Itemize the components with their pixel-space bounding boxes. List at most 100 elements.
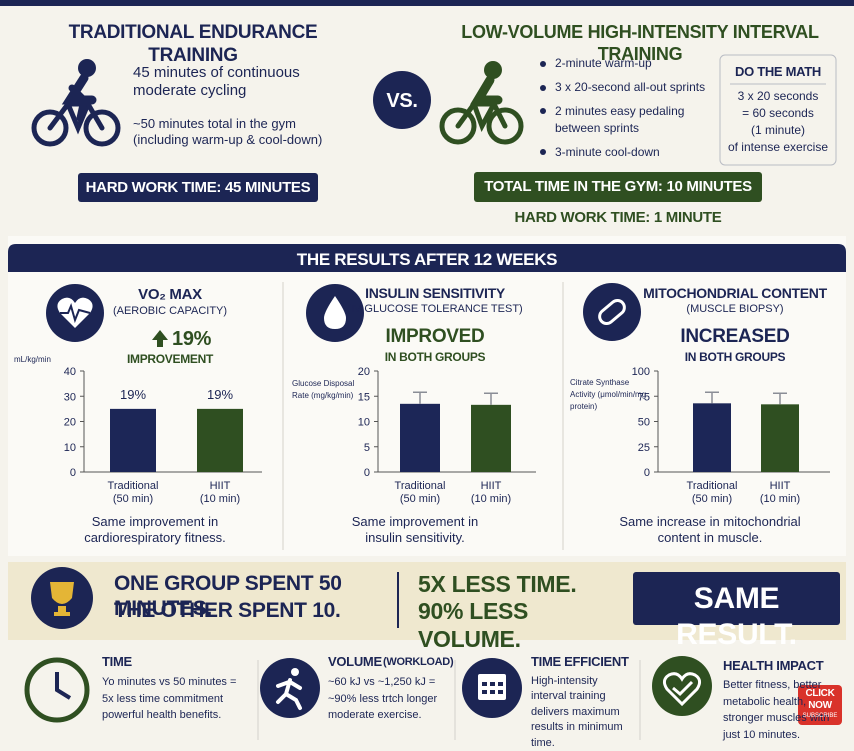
banner-line: THE OTHER SPENT 10. — [114, 599, 341, 622]
y-tick-label: 0 — [644, 467, 650, 479]
bar — [471, 404, 511, 472]
headline-note: IMPROVEMENT — [126, 352, 214, 366]
result-box — [633, 572, 840, 625]
y-tick-label: 0 — [70, 467, 76, 479]
y-tick-label: 30 — [64, 391, 76, 403]
caption: Same improvement in cardiorespiratory fi… — [84, 514, 226, 545]
chart-subtitle: (AEROBIC CAPACITY) — [112, 305, 228, 317]
drop — [324, 296, 346, 329]
x-tick-label: HIIT (10 min) — [199, 480, 241, 506]
y-tick-label: 15 — [358, 391, 370, 403]
feature-text: Yo minutes vs 50 minutes = 5x less time … — [102, 676, 237, 721]
y-tick-label: 75 — [638, 391, 650, 403]
badge — [474, 172, 762, 202]
text: ~50 minutes total in the gym (including … — [133, 116, 323, 147]
badge-text: HARD WORK TIME: 45 MINUTES — [85, 179, 311, 196]
banner-line: 90% LESS VOLUME. — [418, 598, 529, 652]
badge-text: TOTAL TIME IN THE GYM: 10 MINUTES — [484, 178, 752, 195]
y-tick-label: 10 — [64, 442, 76, 454]
chart-title: MITOCHONDRIAL CONTENT — [643, 285, 827, 301]
y-tick-label: 10 — [358, 417, 370, 429]
feature-title: TIME EFFICIENT — [531, 654, 629, 669]
error-bar — [773, 392, 787, 405]
feature-title: TIME — [102, 654, 132, 669]
x-tick-label: Traditional (50 min) — [686, 480, 738, 506]
heart — [662, 672, 702, 707]
feature-text: High-intensity interval training deliver… — [531, 675, 623, 749]
error-bar — [705, 391, 719, 404]
top-strip — [0, 0, 854, 6]
error-bar — [413, 391, 427, 404]
bar — [197, 408, 243, 472]
y-tick-label: 20 — [64, 417, 76, 429]
bullet: 2 minutes easy pedaling between sprints — [555, 104, 685, 136]
feature-title: HEALTH IMPACT — [723, 658, 824, 673]
headline: IMPROVED — [385, 326, 485, 347]
calendar — [478, 674, 506, 700]
math-line: (1 minute) — [750, 123, 806, 137]
banner-line: ONE GROUP SPENT 50 MINUTES. — [114, 572, 342, 621]
feature-text: ~60 kJ vs ~1,250 kJ = ~90% less trtch lo… — [328, 676, 438, 721]
x-tick-label: Traditional (50 min) — [394, 480, 446, 506]
y-axis-label: mL/kg/min — [14, 355, 51, 364]
runner-icon — [260, 658, 320, 718]
feature-title: VOLUME — [328, 654, 382, 669]
subscribe-text[interactable]: SUBSCRIBE — [802, 713, 838, 719]
math-line: 3 x 20 seconds — [737, 89, 819, 103]
bullet: 3-minute cool-down — [555, 145, 660, 159]
banner-line: 5X LESS TIME. — [418, 571, 577, 597]
bike-head — [484, 61, 502, 79]
headline: 19% — [172, 328, 212, 350]
caption: Same improvement in insulin sensitivity. — [351, 514, 479, 545]
bike-head — [78, 59, 96, 77]
math-title: DO THE MATH — [734, 64, 821, 79]
calendar-cells — [482, 682, 503, 694]
results-header — [8, 244, 846, 272]
feature-title-note: (WORKLOAD) — [383, 656, 454, 668]
bar — [110, 408, 156, 472]
caption: Same increase in mitochondrial content i… — [619, 514, 801, 545]
y-tick-label: 40 — [64, 366, 76, 378]
section-title: LOW-VOLUME HIGH-INTENSITY INTERVAL TRAIN… — [461, 22, 819, 64]
subscribe-text[interactable]: NOW — [808, 700, 832, 711]
y-tick-label: 25 — [638, 442, 650, 454]
runner — [276, 678, 302, 710]
bar-annotation: 19% — [120, 387, 146, 402]
math-box — [719, 54, 837, 166]
y-tick-label: 20 — [358, 366, 370, 378]
runner-head — [291, 668, 299, 676]
chart-title: INSULIN SENSITIVITY — [365, 285, 505, 301]
trophy — [50, 582, 74, 616]
badge — [78, 173, 318, 202]
up-arrow — [152, 330, 168, 347]
bar-annotation: 19% — [207, 387, 233, 402]
bar — [400, 403, 440, 472]
feature-text: Better fitness, better metabolic health,… — [723, 679, 830, 741]
error-bar — [484, 392, 498, 405]
headline: INCREASED — [680, 326, 790, 347]
x-tick-label: HIIT (10 min) — [759, 480, 801, 506]
y-axis-label: Glucose Disposal Rate (mg/kg/min) — [292, 379, 355, 400]
vs-circle — [373, 71, 431, 129]
headline-note: IN BOTH GROUPS — [684, 350, 786, 364]
y-tick-label: 5 — [364, 442, 370, 454]
y-tick-label: 50 — [638, 417, 650, 429]
health-icon — [652, 656, 712, 716]
bullet: 3 x 20-second all-out sprints — [555, 80, 706, 94]
banner-result: SAME RESULT. — [676, 582, 797, 651]
section-title: TRADITIONAL ENDURANCE TRAINING — [68, 22, 318, 66]
mito — [598, 299, 626, 325]
note: HARD WORK TIME: 1 MINUTE — [514, 209, 722, 226]
pulse — [60, 303, 91, 324]
check — [672, 680, 694, 697]
subscribe-badge[interactable] — [798, 685, 842, 725]
chart-title: VO₂ MAX — [138, 286, 202, 303]
bike-icon — [439, 75, 524, 145]
math-line: of intense exercise — [727, 140, 829, 154]
math-line: = 60 seconds — [742, 106, 814, 120]
y-tick-label: 0 — [364, 467, 370, 479]
subscribe-text[interactable]: CLICK — [805, 688, 835, 699]
y-axis-label: Citrate Synthase Activity (μmol/min/mg p… — [570, 378, 647, 411]
heart — [57, 297, 93, 328]
